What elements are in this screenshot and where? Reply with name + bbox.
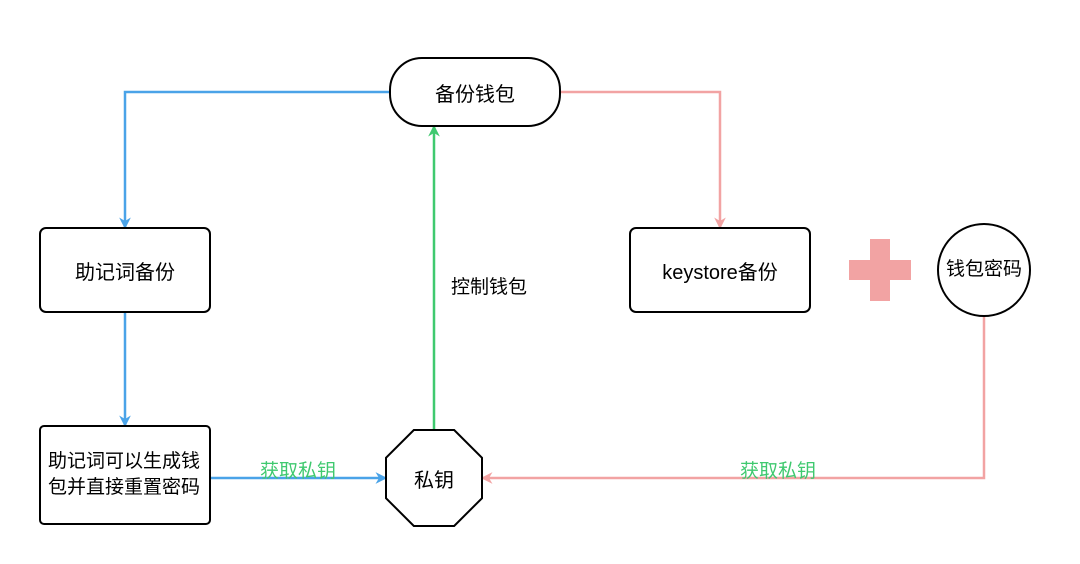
node-keystore_backup	[630, 228, 810, 312]
flowchart-svg	[0, 0, 1080, 564]
plus-icon	[849, 239, 911, 301]
node-private_key	[386, 430, 482, 526]
node-backup_wallet	[390, 58, 560, 126]
node-mnemonic_regen	[40, 426, 210, 524]
node-mnemonic_backup	[40, 228, 210, 312]
edge-backup-to-mnemonic	[125, 92, 390, 228]
edge-password-to-private	[482, 316, 984, 478]
edge-backup-to-keystore	[560, 92, 720, 228]
node-wallet_password	[938, 224, 1030, 316]
